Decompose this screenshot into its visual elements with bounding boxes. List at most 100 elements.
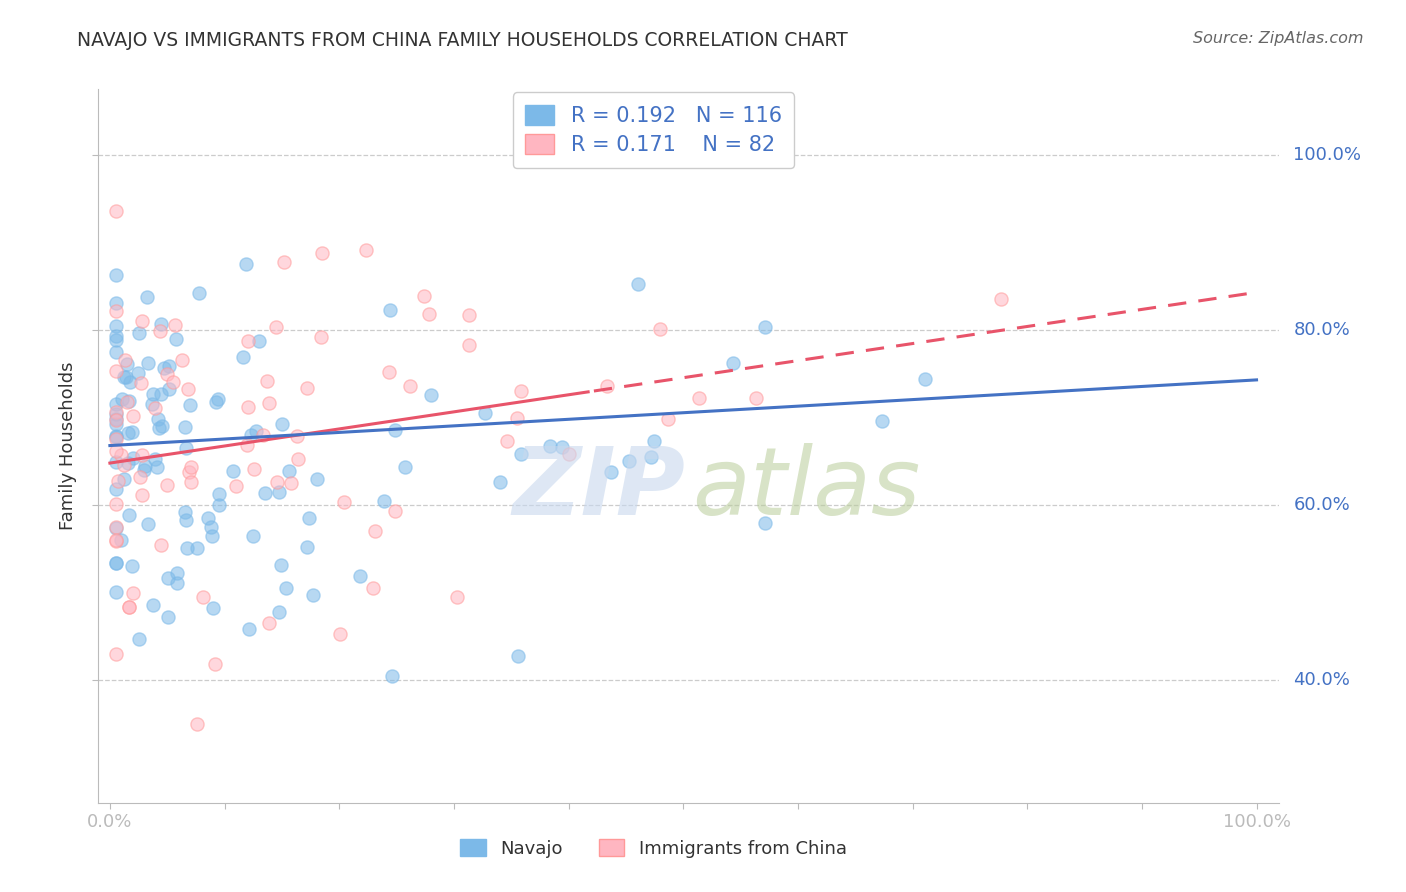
Point xyxy=(287,451,309,466)
Point xyxy=(170,353,193,368)
Point xyxy=(204,395,226,409)
Point xyxy=(104,268,127,282)
Point xyxy=(399,379,422,393)
Point xyxy=(156,571,179,585)
Text: 80.0%: 80.0% xyxy=(1294,321,1350,339)
Point xyxy=(112,472,135,486)
Point xyxy=(201,529,224,543)
Point xyxy=(127,366,149,380)
Point xyxy=(754,320,776,334)
Point xyxy=(245,424,267,438)
Point xyxy=(363,524,385,539)
Point xyxy=(277,464,299,478)
Point xyxy=(232,350,254,364)
Point xyxy=(200,520,222,534)
Point xyxy=(166,566,188,580)
Point xyxy=(138,517,160,532)
Point xyxy=(207,392,229,407)
Point xyxy=(112,370,135,384)
Point xyxy=(914,372,936,386)
Point xyxy=(131,314,153,328)
Point xyxy=(115,395,138,409)
Point xyxy=(458,338,481,352)
Point xyxy=(458,308,481,322)
Point xyxy=(191,590,214,604)
Point xyxy=(131,488,153,502)
Point xyxy=(259,615,281,630)
Point xyxy=(204,657,226,671)
Point xyxy=(121,558,143,573)
Point xyxy=(104,455,127,469)
Point xyxy=(118,508,141,522)
Point xyxy=(104,533,127,547)
Text: ZIP: ZIP xyxy=(513,442,685,535)
Point xyxy=(446,590,468,604)
Point xyxy=(145,452,167,467)
Point xyxy=(394,459,416,474)
Point xyxy=(150,538,173,552)
Point xyxy=(118,600,141,615)
Point xyxy=(148,421,170,435)
Point xyxy=(187,286,209,301)
Point xyxy=(558,447,581,461)
Point xyxy=(247,334,270,349)
Point xyxy=(149,324,172,338)
Point xyxy=(115,357,138,371)
Point xyxy=(236,400,259,414)
Point xyxy=(302,588,325,602)
Point xyxy=(474,406,496,420)
Point xyxy=(267,605,290,619)
Point xyxy=(163,318,186,332)
Point xyxy=(285,428,308,442)
Point xyxy=(242,529,264,543)
Point xyxy=(508,648,530,663)
Point xyxy=(354,243,377,257)
Point xyxy=(157,359,180,373)
Point xyxy=(153,361,176,376)
Point xyxy=(208,498,231,512)
Point xyxy=(627,277,650,291)
Point xyxy=(240,428,263,442)
Point xyxy=(754,516,776,531)
Point xyxy=(149,317,172,331)
Point xyxy=(104,407,127,421)
Point xyxy=(180,475,202,490)
Point xyxy=(105,648,128,662)
Point xyxy=(146,412,169,426)
Point xyxy=(128,632,150,647)
Point xyxy=(121,450,143,465)
Point xyxy=(104,417,127,431)
Point xyxy=(136,290,159,304)
Point xyxy=(104,429,127,443)
Point xyxy=(990,292,1012,306)
Point xyxy=(174,441,197,455)
Point xyxy=(104,333,127,347)
Point xyxy=(143,401,166,415)
Point xyxy=(384,423,406,437)
Point xyxy=(745,391,768,405)
Point xyxy=(506,411,529,425)
Point xyxy=(236,438,259,452)
Text: 60.0%: 60.0% xyxy=(1294,496,1350,514)
Point xyxy=(129,470,152,484)
Point xyxy=(235,257,257,271)
Point xyxy=(420,388,443,402)
Point xyxy=(150,387,173,401)
Point xyxy=(870,414,893,428)
Point xyxy=(176,541,198,555)
Point xyxy=(157,383,180,397)
Point xyxy=(600,465,623,479)
Point xyxy=(243,462,266,476)
Point xyxy=(104,497,127,511)
Point xyxy=(307,472,329,486)
Point xyxy=(150,418,173,433)
Point xyxy=(274,581,297,595)
Point xyxy=(132,463,155,477)
Point xyxy=(165,332,187,346)
Point xyxy=(329,627,352,641)
Point xyxy=(104,397,127,411)
Point xyxy=(104,483,127,497)
Point xyxy=(640,450,662,464)
Point xyxy=(104,329,127,343)
Y-axis label: Family Households: Family Households xyxy=(59,362,77,530)
